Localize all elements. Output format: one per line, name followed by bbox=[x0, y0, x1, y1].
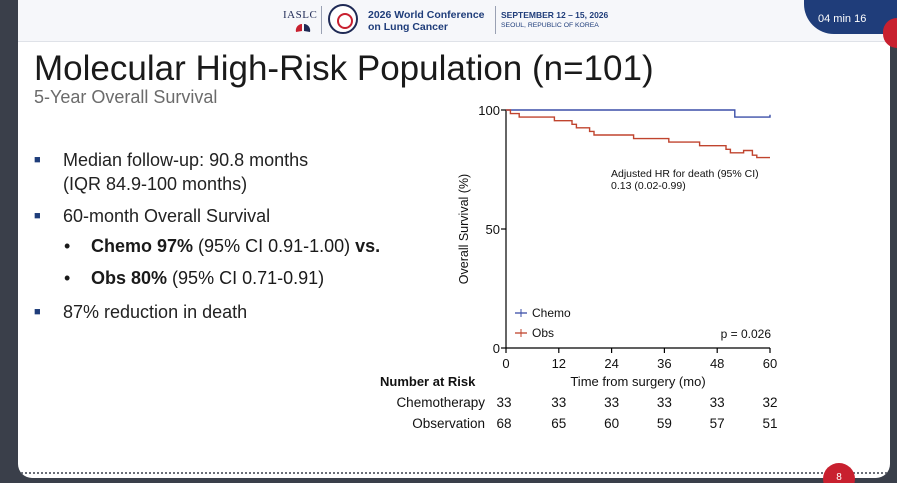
slide-header: IASLC 2026 World Conference on Lung Canc… bbox=[18, 0, 890, 42]
timer-badge: 04 min 16 bbox=[804, 0, 897, 34]
conference-location: SEOUL, REPUBLIC OF KOREA bbox=[501, 22, 599, 29]
conference-title: 2026 World Conference on Lung Cancer bbox=[368, 9, 485, 33]
page-number-badge: 8 bbox=[823, 463, 855, 483]
conference-emblem-icon bbox=[328, 4, 358, 34]
bullet-dot-icon: • bbox=[64, 236, 71, 256]
bullet-square-icon: ■ bbox=[34, 306, 41, 318]
footer-dotted-line bbox=[18, 472, 890, 478]
bullet-square-icon: ■ bbox=[34, 154, 41, 166]
slide: IASLC 2026 World Conference on Lung Canc… bbox=[18, 0, 890, 478]
bullet-square-icon: ■ bbox=[34, 210, 41, 222]
slide-title: Molecular High-Risk Population (n=101) bbox=[34, 49, 654, 88]
header-divider bbox=[495, 6, 496, 34]
header-divider bbox=[321, 6, 322, 34]
iaslc-logo: IASLC bbox=[283, 9, 318, 21]
slide-subtitle: 5-Year Overall Survival bbox=[34, 87, 218, 107]
bullet-dot-icon: • bbox=[64, 268, 71, 288]
lungs-icon bbox=[295, 24, 311, 32]
timer-accent bbox=[883, 18, 897, 48]
conference-dates: SEPTEMBER 12 – 15, 2026 bbox=[501, 10, 609, 20]
